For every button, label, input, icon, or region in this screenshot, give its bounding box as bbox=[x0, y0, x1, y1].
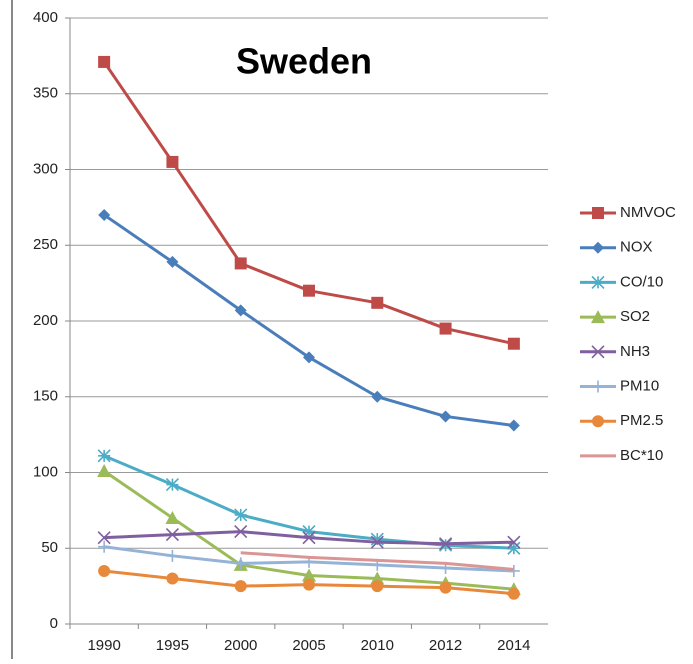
marker bbox=[591, 310, 605, 324]
marker bbox=[166, 549, 179, 562]
marker bbox=[234, 508, 248, 522]
marker bbox=[97, 449, 111, 463]
marker bbox=[98, 55, 111, 68]
marker bbox=[507, 564, 520, 577]
marker bbox=[98, 208, 111, 221]
chart-title: Sweden bbox=[236, 41, 372, 82]
x-tick-label: 1990 bbox=[87, 637, 120, 654]
x-tick-label: 1995 bbox=[156, 637, 189, 654]
y-tick-label: 0 bbox=[50, 615, 58, 632]
legend-label: SO2 bbox=[620, 308, 650, 325]
marker bbox=[371, 296, 384, 309]
marker bbox=[166, 255, 179, 268]
y-tick-label: 300 bbox=[33, 160, 58, 177]
marker bbox=[439, 538, 453, 552]
marker bbox=[165, 528, 179, 542]
marker bbox=[371, 390, 384, 403]
x-tick-label: 2005 bbox=[292, 637, 325, 654]
y-tick-label: 200 bbox=[33, 312, 58, 329]
legend-label: PM10 bbox=[620, 377, 659, 394]
x-tick-label: 2000 bbox=[224, 637, 257, 654]
y-tick-label: 50 bbox=[41, 539, 58, 556]
legend-label: BC*10 bbox=[620, 447, 663, 464]
marker bbox=[234, 557, 247, 570]
legend-label: PM2.5 bbox=[620, 412, 663, 429]
marker bbox=[592, 241, 604, 254]
marker bbox=[166, 572, 179, 585]
marker bbox=[234, 304, 247, 317]
series-line bbox=[103, 213, 515, 428]
x-tick-label: 2012 bbox=[429, 637, 462, 654]
marker bbox=[370, 535, 384, 549]
legend-label: NOX bbox=[620, 239, 653, 256]
marker bbox=[439, 322, 452, 335]
y-tick-label: 350 bbox=[33, 85, 58, 102]
legend-label: NH3 bbox=[620, 343, 650, 360]
marker bbox=[507, 541, 521, 555]
marker bbox=[303, 351, 315, 364]
y-tick-label: 150 bbox=[33, 388, 58, 405]
marker bbox=[439, 410, 452, 423]
marker bbox=[98, 564, 111, 577]
marker bbox=[507, 337, 520, 350]
marker bbox=[370, 532, 384, 546]
y-tick-label: 250 bbox=[33, 236, 58, 253]
x-tick-label: 2010 bbox=[361, 637, 394, 654]
y-tick-label: 100 bbox=[33, 463, 58, 480]
marker bbox=[439, 581, 452, 594]
marker bbox=[302, 525, 316, 539]
marker bbox=[592, 207, 604, 219]
marker bbox=[98, 540, 111, 553]
marker bbox=[507, 587, 520, 600]
marker bbox=[591, 345, 605, 359]
marker bbox=[165, 510, 180, 524]
marker bbox=[234, 580, 247, 593]
legend-label: CO/10 bbox=[620, 273, 663, 290]
marker bbox=[97, 531, 111, 545]
legend-label: NMVOC bbox=[620, 204, 676, 221]
marker bbox=[507, 535, 521, 549]
marker bbox=[303, 284, 315, 297]
marker bbox=[166, 155, 179, 168]
marker bbox=[592, 380, 604, 393]
marker bbox=[507, 419, 520, 432]
marker bbox=[592, 415, 604, 428]
marker bbox=[234, 525, 248, 539]
marker bbox=[591, 275, 605, 289]
series-line bbox=[240, 551, 514, 571]
marker bbox=[302, 531, 316, 545]
x-tick-label: 2014 bbox=[497, 637, 530, 654]
marker bbox=[165, 478, 179, 492]
series-line bbox=[102, 61, 515, 346]
marker bbox=[371, 580, 384, 593]
marker bbox=[439, 537, 453, 551]
marker bbox=[234, 257, 247, 270]
marker bbox=[97, 463, 112, 477]
marker bbox=[303, 578, 315, 591]
y-tick-label: 400 bbox=[33, 9, 58, 26]
marker bbox=[302, 568, 316, 582]
